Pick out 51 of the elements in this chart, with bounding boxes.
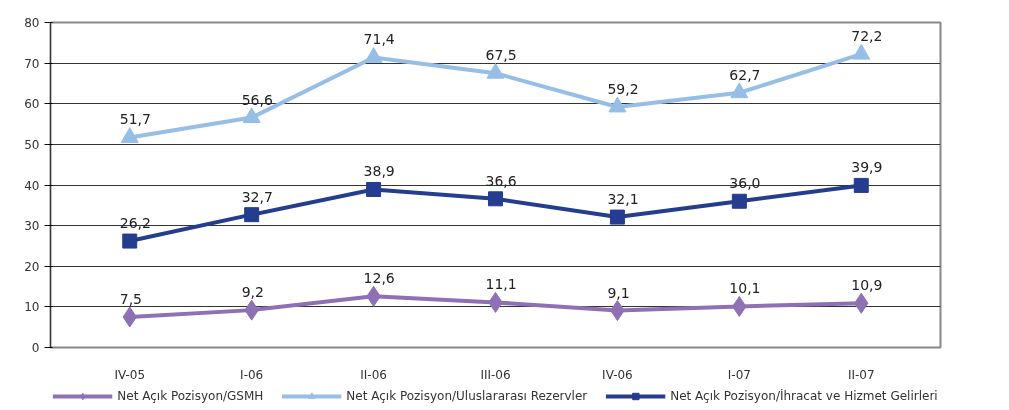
- legend-label: Net Açık Pozisyon/GSMH: [117, 388, 264, 404]
- y-tick-label: 80: [24, 16, 40, 30]
- data-label: 10,9: [851, 277, 883, 294]
- y-tick-label: 10: [24, 300, 40, 315]
- data-label: 7,5: [119, 291, 143, 308]
- point: [364, 47, 383, 63]
- y-tick-label: 60: [24, 97, 40, 112]
- x-tick-label: II-07: [847, 367, 875, 382]
- point: [242, 107, 261, 123]
- point: [852, 43, 871, 60]
- point: [853, 177, 869, 193]
- legend-label: Net Açık Pozisyon/İhracat ve Hizmet Gelirleri: [670, 388, 938, 404]
- x-tick-label: I-06: [240, 367, 264, 382]
- y-tick-label: 40: [24, 178, 40, 193]
- data-label: 11,1: [485, 276, 517, 293]
- point: [120, 127, 139, 143]
- data-label: 32,1: [607, 191, 639, 208]
- data-label: 72,2: [851, 28, 883, 45]
- x-tick-label: III-06: [480, 367, 511, 382]
- data-label: 51,7: [119, 111, 151, 128]
- data-label: 71,4: [363, 31, 395, 48]
- data-label: 36,6: [485, 172, 517, 189]
- x-tick-label: II-06: [360, 367, 387, 382]
- data-label: 67,5: [485, 47, 517, 64]
- data-label: 39,9: [851, 159, 883, 176]
- y-tick-label: 70: [24, 56, 40, 71]
- point: [488, 191, 503, 207]
- point: [366, 181, 382, 197]
- point: [122, 233, 138, 249]
- point: [244, 207, 260, 223]
- x-tick-label: IV-05: [114, 367, 146, 382]
- point: [486, 62, 505, 79]
- y-tick-label: 30: [24, 219, 40, 234]
- legend-label: Net Açık Pozisyon/Uluslararası Rezervler: [346, 388, 588, 404]
- data-label: 9,1: [607, 284, 630, 301]
- point: [731, 193, 747, 209]
- data-label: 32,7: [241, 188, 273, 205]
- data-label: 38,9: [363, 163, 395, 180]
- data-label: 9,2: [241, 284, 264, 301]
- y-tick-label: 0: [31, 341, 40, 355]
- x-tick-label: I-07: [727, 367, 751, 382]
- data-label: 10,1: [729, 280, 761, 297]
- data-label: 12,6: [363, 270, 395, 287]
- point: [609, 209, 625, 225]
- x-tick-label: IV-06: [602, 367, 633, 382]
- point: [608, 96, 627, 113]
- point: [730, 82, 749, 99]
- data-label: 62,7: [729, 66, 761, 83]
- y-tick-label: 50: [24, 137, 40, 152]
- y-tick-label: 20: [24, 259, 40, 274]
- data-label: 59,2: [607, 81, 639, 97]
